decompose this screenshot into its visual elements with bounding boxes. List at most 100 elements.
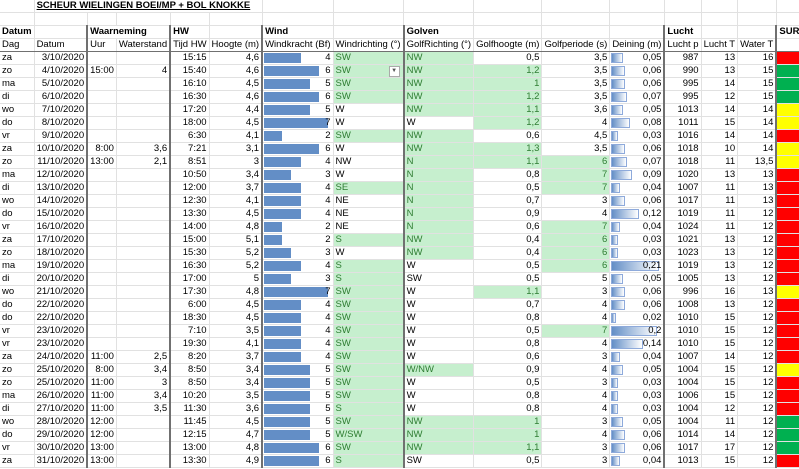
column-header-uur[interactable]: Uur: [86, 38, 117, 52]
cell-hoogte[interactable]: 3,7: [209, 181, 263, 195]
cell-hoogte[interactable]: 4,9: [209, 454, 263, 468]
cell-golfhoogte[interactable]: 1,2: [473, 116, 543, 130]
cell-water-t[interactable]: 14: [737, 116, 777, 130]
cell-water-t[interactable]: 12: [737, 207, 777, 221]
cell-windrichting[interactable]: SW: [333, 129, 405, 143]
cell-uur[interactable]: [86, 272, 117, 286]
cell-water-t[interactable]: 12: [737, 402, 777, 416]
surf-status-cell[interactable]: [775, 194, 799, 208]
cell-golfperiode[interactable]: 4: [541, 311, 611, 325]
cell-tijd-hw[interactable]: 12:00: [169, 181, 210, 195]
cell-golfhoogte[interactable]: 1,3: [473, 142, 543, 156]
cell-uur[interactable]: [86, 220, 117, 234]
cell-golfrichting[interactable]: NW: [402, 103, 475, 117]
cell-water-t[interactable]: 12: [737, 415, 777, 429]
cell-lucht-t[interactable]: 14: [701, 77, 739, 91]
surf-status-cell[interactable]: [775, 64, 799, 78]
cell-lucht-t[interactable]: 12: [701, 90, 739, 104]
column-header-waterstand[interactable]: Waterstand: [116, 38, 171, 52]
cell-water-t[interactable]: 12: [737, 311, 777, 325]
cell-golfhoogte[interactable]: 0,9: [473, 363, 543, 377]
cell-lucht-t[interactable]: 15: [701, 454, 739, 468]
cell-waterstand[interactable]: [116, 272, 171, 286]
cell-windrichting[interactable]: S: [333, 272, 405, 286]
cell-datum[interactable]: 7/10/2020: [34, 103, 88, 117]
cell-dag[interactable]: ma: [0, 389, 35, 403]
cell-deining[interactable]: 0,03: [609, 246, 665, 260]
cell-waterstand[interactable]: 3: [116, 376, 171, 390]
cell-windkracht[interactable]: 4: [261, 155, 334, 169]
cell-water-t[interactable]: 13: [737, 194, 777, 208]
cell-windrichting[interactable]: W: [333, 246, 405, 260]
cell-deining[interactable]: 0,04: [609, 220, 665, 234]
cell-lucht-t[interactable]: 14: [701, 129, 739, 143]
cell-waterstand[interactable]: [116, 428, 171, 442]
cell-hoogte[interactable]: 4,5: [209, 415, 263, 429]
cell-golfhoogte[interactable]: 0,6: [473, 350, 543, 364]
cell-golfrichting[interactable]: W: [402, 311, 475, 325]
cell-water-t[interactable]: 14: [737, 103, 777, 117]
cell-hoogte[interactable]: 4,8: [209, 220, 263, 234]
cell-windrichting[interactable]: S: [333, 402, 405, 416]
cell-datum[interactable]: 22/10/2020: [34, 298, 88, 312]
cell-hoogte[interactable]: 4,6: [209, 90, 263, 104]
cell-lucht-p[interactable]: 1004: [663, 415, 702, 429]
cell-golfrichting[interactable]: W/NW: [402, 363, 475, 377]
cell-deining[interactable]: 0,07: [609, 90, 665, 104]
cell-golfhoogte[interactable]: 0,5: [473, 454, 543, 468]
cell-dag[interactable]: di: [0, 90, 35, 104]
cell-lucht-t[interactable]: 15: [701, 389, 739, 403]
cell-waterstand[interactable]: 3,6: [116, 142, 171, 156]
cell-deining[interactable]: 0,2: [609, 324, 665, 338]
cell-datum[interactable]: 25/10/2020: [34, 363, 88, 377]
cell-dag[interactable]: di: [0, 402, 35, 416]
cell-golfhoogte[interactable]: 0,8: [473, 337, 543, 351]
cell-uur[interactable]: 11:00: [86, 350, 117, 364]
cell-dag[interactable]: wo: [0, 194, 35, 208]
cell-uur[interactable]: [86, 207, 117, 221]
cell-golfperiode[interactable]: 3: [541, 285, 611, 299]
cell-hoogte[interactable]: 3,7: [209, 350, 263, 364]
cell-tijd-hw[interactable]: 17:00: [169, 272, 210, 286]
cell-waterstand[interactable]: 4: [116, 64, 171, 78]
cell-golfrichting[interactable]: NW: [402, 64, 475, 78]
cell-uur[interactable]: 11:00: [86, 376, 117, 390]
cell-lucht-t[interactable]: 15: [701, 363, 739, 377]
cell-golfperiode[interactable]: 3: [541, 441, 611, 455]
cell-windkracht[interactable]: 4: [261, 337, 334, 351]
cell-golfperiode[interactable]: 7: [541, 220, 611, 234]
cell-water-t[interactable]: 12: [737, 441, 777, 455]
cell-hoogte[interactable]: 4,8: [209, 285, 263, 299]
cell-lucht-t[interactable]: 11: [701, 181, 739, 195]
cell-uur[interactable]: 11:00: [86, 402, 117, 416]
cell-datum[interactable]: 21/10/2020: [34, 285, 88, 299]
cell-lucht-p[interactable]: 1014: [663, 428, 702, 442]
cell-tijd-hw[interactable]: 6:30: [169, 129, 210, 143]
cell-windkracht[interactable]: 4: [261, 324, 334, 338]
cell-lucht-t[interactable]: 13: [701, 168, 739, 182]
surf-status-cell[interactable]: [775, 389, 799, 403]
cell-windkracht[interactable]: 4: [261, 311, 334, 325]
cell-golfrichting[interactable]: W: [402, 337, 475, 351]
surf-status-cell[interactable]: [775, 207, 799, 221]
cell-golfperiode[interactable]: 4: [541, 116, 611, 130]
cell-waterstand[interactable]: [116, 90, 171, 104]
cell-golfhoogte[interactable]: 0,5: [473, 181, 543, 195]
dropdown-arrow-icon[interactable]: ▼: [388, 66, 400, 77]
cell-dag[interactable]: di: [0, 272, 35, 286]
cell-tijd-hw[interactable]: 15:40: [169, 64, 210, 78]
cell-water-t[interactable]: 12: [737, 246, 777, 260]
cell-deining[interactable]: 0,09: [609, 168, 665, 182]
cell-datum[interactable]: 24/10/2020: [34, 350, 88, 364]
cell-datum[interactable]: 31/10/2020: [34, 454, 88, 468]
cell-dag[interactable]: do: [0, 207, 35, 221]
cell-lucht-t[interactable]: 13: [701, 51, 739, 65]
cell-uur[interactable]: [86, 51, 117, 65]
cell-tijd-hw[interactable]: 18:30: [169, 311, 210, 325]
cell-hoogte[interactable]: 3,6: [209, 402, 263, 416]
cell-waterstand[interactable]: [116, 51, 171, 65]
cell-water-t[interactable]: 13,5: [737, 155, 777, 169]
cell-deining[interactable]: 0,07: [609, 155, 665, 169]
cell-tijd-hw[interactable]: 15:30: [169, 246, 210, 260]
